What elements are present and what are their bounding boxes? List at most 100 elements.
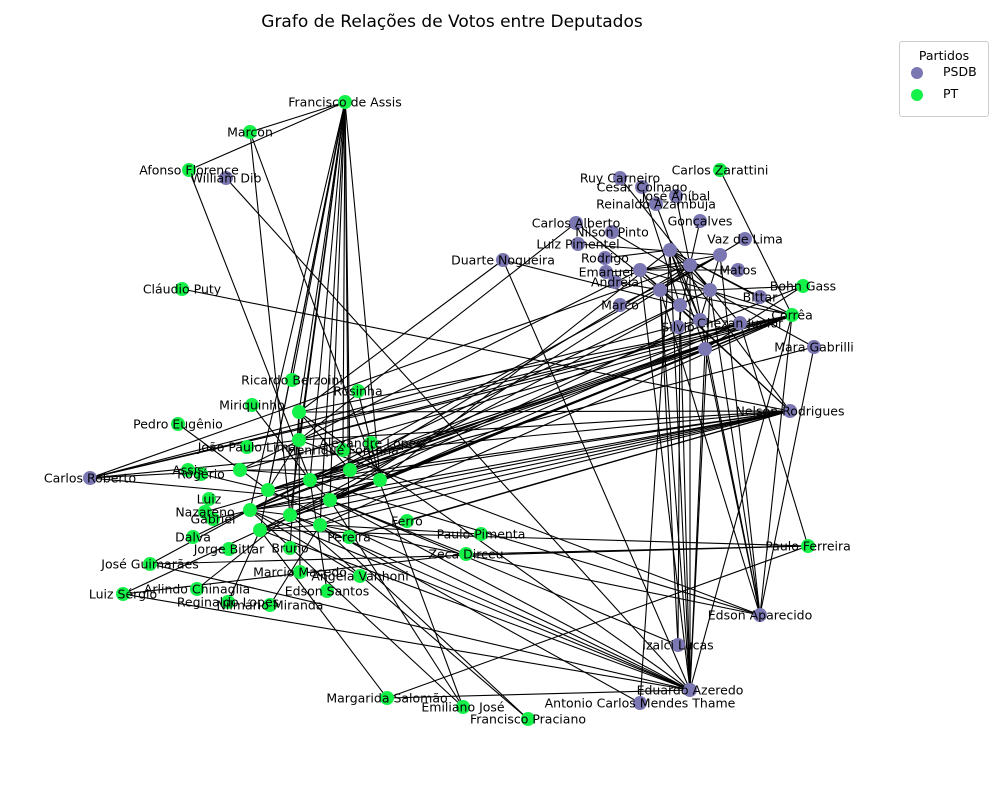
edge-izalci-lucas-psdb-core-5 xyxy=(677,304,681,646)
node-rodrigo xyxy=(598,251,612,265)
node-label-pedro-eugenio: Pedro Eugênio xyxy=(133,417,223,432)
edge-mendes-thame-pt-core-8 xyxy=(319,524,641,704)
node-ricardo-berzoini xyxy=(285,373,299,387)
edge-pt-core-7-francisco-praciano xyxy=(289,514,529,720)
edge-francisco-assis-pt-core-1 xyxy=(298,101,346,413)
edge-carlos-roberto-psdb-core-2 xyxy=(89,264,691,479)
node-label-rodrigo: Rodrigo xyxy=(581,251,629,266)
edge-chezan-junior-carlos-roberto xyxy=(89,322,741,479)
edge-bittar-psdb-core-1 xyxy=(669,249,761,298)
node-pt-core-8 xyxy=(313,518,327,532)
node-psdb-core-7 xyxy=(713,248,727,262)
edge-correa-carlos-roberto xyxy=(89,314,793,479)
node-psdb-core-3 xyxy=(653,283,667,297)
node-pt-core-9 xyxy=(253,523,267,537)
node-bittar xyxy=(753,290,767,304)
edge-nelson-rodrigues-pt-core-4 xyxy=(309,410,791,481)
edge-eduardo-azeredo-margarida-salomao xyxy=(386,689,691,699)
node-ruy-carneiro xyxy=(613,171,627,185)
edge-cesar-colnago-psdb-core-5 xyxy=(641,186,681,306)
node-label-paulo-pimenta: Paulo Pimenta xyxy=(437,527,526,542)
node-label-dalva: Dalva xyxy=(175,530,211,545)
node-label-henrique-fontana: Henrique Fontana xyxy=(287,443,399,458)
node-label-nazareno: Nazareno xyxy=(175,505,234,520)
node-paulo-ferreira xyxy=(801,539,815,553)
node-pedro-eugenio xyxy=(171,417,185,431)
edge-mendes-thame-psdb-core-1 xyxy=(639,249,671,704)
node-reginaldo-lopes xyxy=(221,595,235,609)
node-label-william-dib: William Dib xyxy=(191,171,262,186)
node-psdb-core-8 xyxy=(693,313,707,327)
node-label-carlos-alberto: Carlos Alberto xyxy=(532,216,620,231)
node-claudio-puty xyxy=(175,282,189,296)
legend-swatch-pt xyxy=(911,89,923,101)
node-label-jose-anibal: José Aníbal xyxy=(641,189,711,204)
node-reinaldo-azambuja xyxy=(649,197,663,211)
node-jose-anibal xyxy=(669,189,683,203)
edge-pt-core-3-pt-core-4 xyxy=(267,479,311,491)
node-label-bohn-gass: Bohn Gass xyxy=(770,279,836,294)
node-nilson-pinto xyxy=(605,225,619,239)
edge-pt-core-12-pt-core-1 xyxy=(298,411,351,471)
node-pt-core-10 xyxy=(373,473,387,487)
edge-eduardo-azeredo-psdb-core-5 xyxy=(679,304,691,691)
node-label-eduardo-azeredo: Eduardo Azeredo xyxy=(637,683,744,698)
node-emiliano-jose xyxy=(456,700,470,714)
node-francisco-praciano xyxy=(521,712,535,726)
node-luiz-pimentel xyxy=(571,237,585,251)
edge-pt-core-2-pt-core-3 xyxy=(267,439,300,491)
node-marcio-macedo xyxy=(293,565,307,579)
legend-label-pt: PT xyxy=(943,86,959,101)
node-label-silvio: Silvio xyxy=(661,320,694,335)
edge-marcon-francisco-assis xyxy=(249,101,346,133)
node-label-bittar: Bittar xyxy=(743,290,779,305)
edge-pt-core-5-zeca-dirceu xyxy=(329,499,467,555)
node-psdb-core-2 xyxy=(683,258,697,272)
node-label-angela-vanhoni: Angela Vanhoni xyxy=(311,569,408,584)
edge-pt-core-6-angela-vanhoni xyxy=(249,509,361,577)
node-matos xyxy=(731,263,745,277)
edge-francisco-assis-pt-core-9 xyxy=(259,101,346,531)
edge-bohn-gass-pt-core-4 xyxy=(309,285,804,481)
node-label-alexandre-lopes: Alexandre Lopes xyxy=(319,436,422,451)
edge-psdb-core-2-psdb-core-6 xyxy=(639,264,691,271)
node-nilmario-miranda xyxy=(263,598,277,612)
edge-francisco-assis-pt-core-8 xyxy=(319,101,346,526)
edge-pt-core-2-joao-paulo-lima xyxy=(246,439,300,448)
node-label-luiz-pt: Luiz xyxy=(197,492,222,507)
edge-psdb-core-8-pt-core-7 xyxy=(289,319,701,516)
edge-edson-aparecido-pt-core-8 xyxy=(319,524,761,616)
node-izalci-lucas xyxy=(671,638,685,652)
edge-mara-gabrilli-edson-aparecido xyxy=(759,346,815,616)
node-label-jose-guimaraes: José Guimarães xyxy=(100,557,198,572)
edge-eduardo-azeredo-pt-core-9 xyxy=(259,529,691,691)
node-label-gabriel: Gabriel xyxy=(190,512,235,527)
edge-psdb-core-3-andreia xyxy=(614,281,661,291)
edge-nazareno-pt-core-12 xyxy=(204,469,351,513)
edge-psdb-core-3-pt-core-5 xyxy=(329,289,661,501)
node-label-zeca-dirceu: Zeca Dirceu xyxy=(428,547,503,562)
node-label-izalci-lucas: Izalci Lucas xyxy=(642,638,713,653)
node-label-duarte-nogueira: Duarte Nogueira xyxy=(451,253,555,268)
node-label-arlindo-chinaglia: Arlindo Chinaglia xyxy=(144,582,250,597)
edge-marcon-pt-core-7 xyxy=(249,131,291,516)
node-label-correa: Corrêa xyxy=(771,308,813,323)
node-label-nelson-rodrigues: Nelson Rodrigues xyxy=(736,404,845,419)
edge-carlos-zarattini-correa xyxy=(719,169,793,316)
node-label-marcon: Marcon xyxy=(227,125,273,140)
edge-correa-pt-core-4 xyxy=(309,314,793,481)
node-francisco-assis xyxy=(338,95,352,109)
edge-psdb-core-6-psdb-core-7 xyxy=(639,254,721,271)
edge-chezan-junior-pt-core-10 xyxy=(379,322,741,481)
node-andreia xyxy=(608,275,622,289)
node-label-francisco-assis: Francisco de Assis xyxy=(288,95,402,110)
edge-eduardo-azeredo-pt-core-5 xyxy=(329,499,691,691)
edge-eduardo-azeredo-pt-core-3 xyxy=(267,489,691,691)
edge-nelson-rodrigues-pt-core-5 xyxy=(329,410,791,501)
legend-label-psdb: PSDB xyxy=(943,64,977,79)
node-nelson-rodrigues xyxy=(783,404,797,418)
node-nazareno xyxy=(198,505,212,519)
edge-francisco-assis-ricardo-berzoini xyxy=(291,101,346,381)
node-psdb-hub xyxy=(698,342,712,356)
edge-pt-core-9-pt-core-10 xyxy=(259,479,381,531)
